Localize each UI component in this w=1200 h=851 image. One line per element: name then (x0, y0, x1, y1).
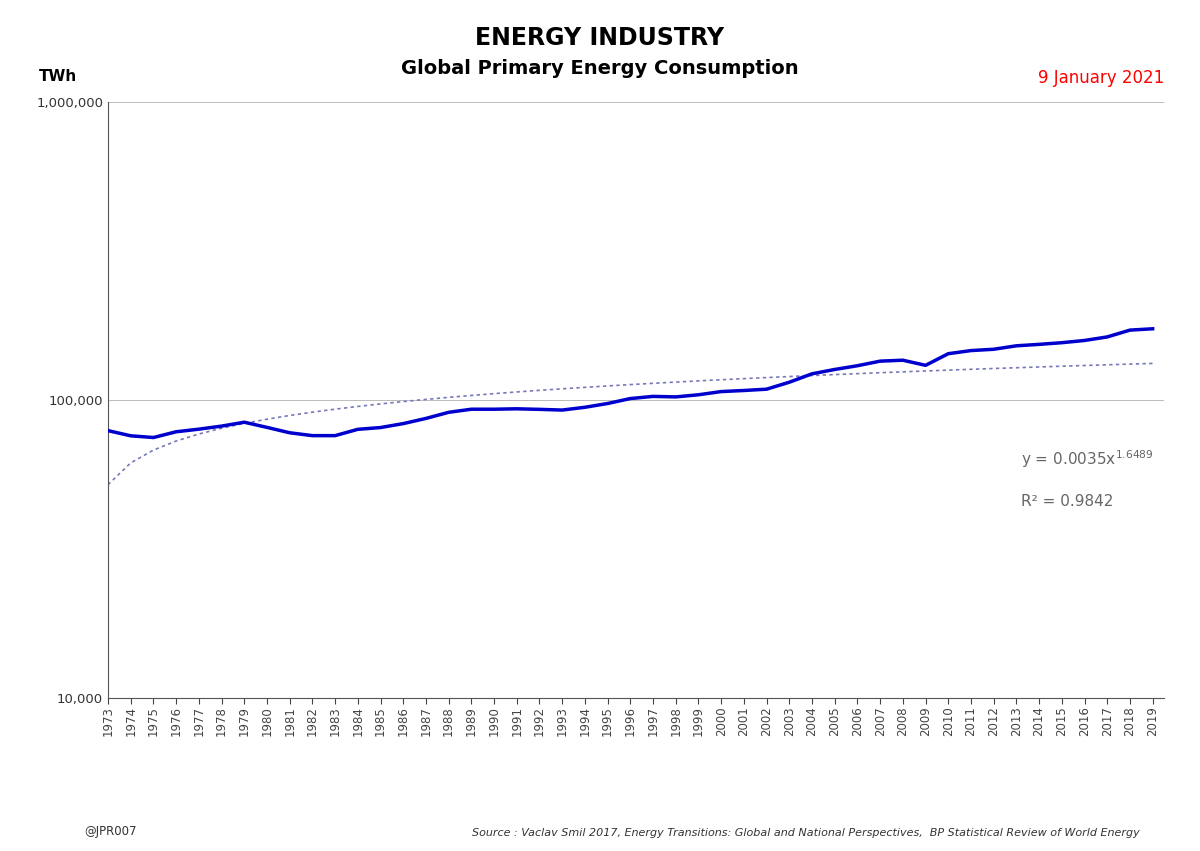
Text: TWh: TWh (40, 70, 78, 84)
Text: ENERGY INDUSTRY: ENERGY INDUSTRY (475, 26, 725, 50)
Text: R² = 0.9842: R² = 0.9842 (1021, 494, 1114, 509)
Text: Global Primary Energy Consumption: Global Primary Energy Consumption (401, 59, 799, 77)
Text: @JPR007: @JPR007 (84, 825, 137, 838)
Text: 9 January 2021: 9 January 2021 (1038, 70, 1164, 88)
Text: Source : Vaclav Smil 2017, Energy Transitions: Global and National Perspectives,: Source : Vaclav Smil 2017, Energy Transi… (473, 828, 1140, 838)
Text: y = 0.0035x$^{1.6489}$: y = 0.0035x$^{1.6489}$ (1021, 448, 1154, 471)
